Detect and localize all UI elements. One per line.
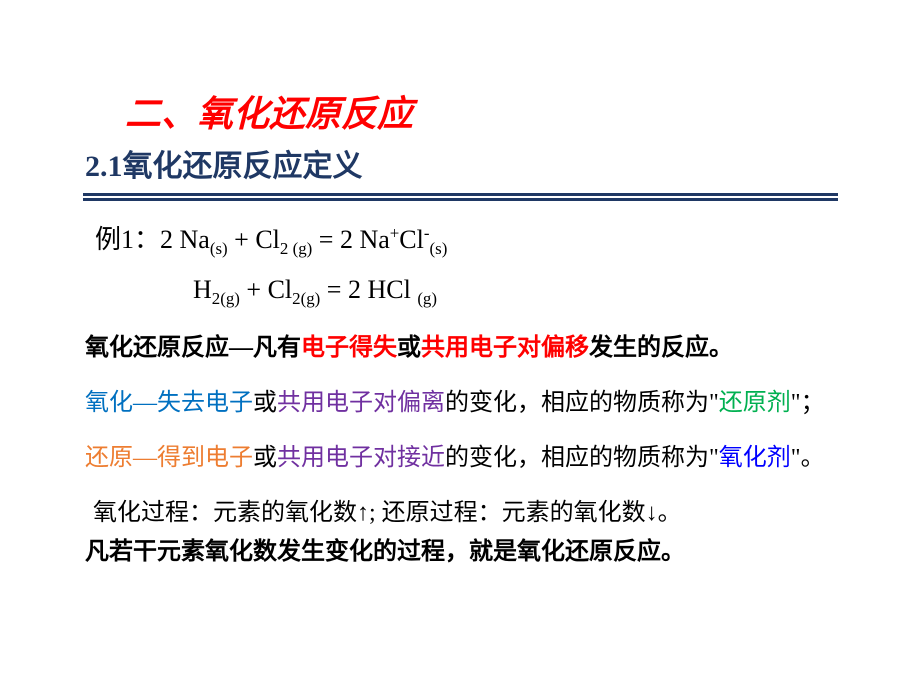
paragraph-2: 氧化—失去电子或共用电子对偏离的变化，相应的物质称为"还原剂"；: [85, 386, 850, 421]
p2-seg5: 还原剂: [719, 390, 791, 416]
eq1-label: 例1：: [95, 225, 160, 254]
paragraph-1: 氧化还原反应—凡有电子得失或共用电子对偏移发生的反应。: [85, 331, 850, 366]
eq1-sub2: 2 (g): [280, 239, 312, 258]
p5-seg1: 凡若干元素氧化数发生变化的过程，就是氧化还原反应。: [85, 539, 685, 565]
eq1-prefix: 2 Na: [160, 225, 210, 254]
p3-seg1: 还原—得到电子: [85, 445, 253, 471]
p1-seg1: 氧化还原反应—凡有: [85, 335, 301, 361]
p1-seg4: 共用电子对偏移: [421, 335, 589, 361]
p2-seg4: 的变化，相应的物质称为": [445, 390, 719, 416]
eq1-mid1: + Cl: [228, 225, 280, 254]
eq1-mid2: = 2 Na: [312, 225, 389, 254]
paragraph-3: 还原—得到电子或共用电子对接近的变化，相应的物质称为"氧化剂"。: [85, 441, 850, 476]
p2-seg1: 氧化—失去电子: [85, 390, 253, 416]
p2-seg2: 或: [253, 390, 277, 416]
p3-seg4: 的变化，相应的物质称为": [445, 445, 719, 471]
equation-2: H2(g) + Cl2(g) = 2 HCl (g): [193, 275, 850, 309]
eq1-mid3: Cl: [399, 225, 424, 254]
subtitle-text: 2.1氧化还原反应定义: [85, 150, 363, 183]
divider-line: [83, 193, 838, 201]
p3-seg3: 共用电子对接近: [277, 445, 445, 471]
p1-seg3: 或: [397, 335, 421, 361]
p3-seg2: 或: [253, 445, 277, 471]
p1-seg2: 电子得失: [301, 335, 397, 361]
paragraph-5: 凡若干元素氧化数发生变化的过程，就是氧化还原反应。: [85, 535, 850, 570]
p1-seg5: 发生的反应。: [589, 335, 733, 361]
p3-seg6: "。: [791, 445, 825, 471]
p2-seg6: "；: [791, 390, 825, 416]
eq1-sub3: (s): [430, 239, 448, 258]
eq2-sub1: 2(g): [212, 289, 240, 308]
section-subtitle: 2.1氧化还原反应定义: [85, 141, 850, 185]
p4-seg1: 氧化过程：元素的氧化数↑; 还原过程：元素的氧化数↓。: [93, 500, 682, 526]
title-text: 二、氧化还原反应: [125, 94, 413, 134]
eq2-sub3: (g): [417, 289, 437, 308]
equation-1: 例1：2 Na(s) + Cl2 (g) = 2 Na+Cl-(s): [95, 219, 850, 259]
eq2-prefix: H: [193, 275, 212, 304]
p3-seg5: 氧化剂: [719, 445, 791, 471]
main-title: 二、氧化还原反应: [125, 85, 850, 137]
paragraph-4: 氧化过程：元素的氧化数↑; 还原过程：元素的氧化数↓。: [93, 496, 850, 531]
eq1-sup1: +: [390, 223, 400, 242]
slide-content: 二、氧化还原反应 2.1氧化还原反应定义 例1：2 Na(s) + Cl2 (g…: [0, 0, 920, 619]
eq2-sub2: 2(g): [292, 289, 320, 308]
eq2-mid2: = 2 HCl: [320, 275, 417, 304]
eq2-mid1: + Cl: [240, 275, 292, 304]
p2-seg3: 共用电子对偏离: [277, 390, 445, 416]
eq1-sub1: (s): [210, 239, 228, 258]
